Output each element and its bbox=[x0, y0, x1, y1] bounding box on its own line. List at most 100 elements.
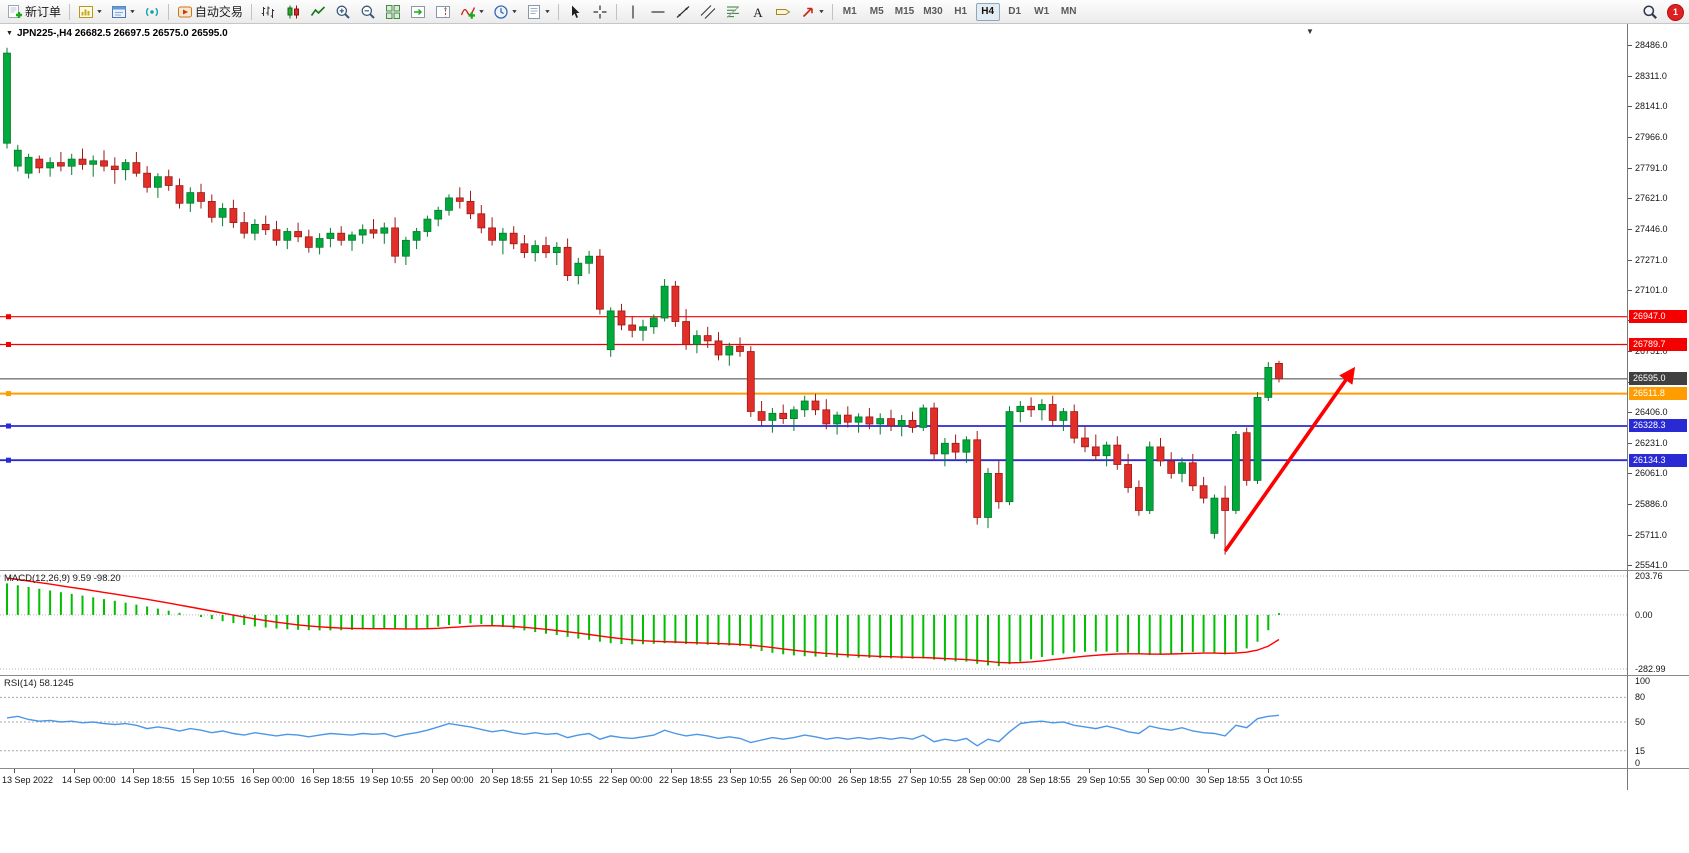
arrows-button[interactable]: ▼ bbox=[796, 2, 828, 22]
time-tick-mark bbox=[1268, 769, 1269, 773]
timeframe-h4-button[interactable]: H4 bbox=[975, 2, 1000, 21]
time-axis-label: 30 Sep 00:00 bbox=[1136, 775, 1190, 785]
price-tick-mark bbox=[1628, 229, 1632, 230]
profiles-button[interactable]: ▼ bbox=[107, 2, 139, 22]
time-tick-mark bbox=[14, 769, 15, 773]
autotrading-button[interactable]: 自动交易 bbox=[173, 2, 247, 22]
search-icon bbox=[1642, 4, 1658, 20]
price-tick-label: 27966.0 bbox=[1635, 132, 1668, 142]
rsi-scale-label: 80 bbox=[1635, 692, 1646, 702]
panel-divider[interactable] bbox=[0, 570, 1689, 571]
periods-button[interactable]: ▼ bbox=[489, 2, 521, 22]
panel-divider[interactable] bbox=[0, 768, 1689, 769]
price-tick-label: 26061.0 bbox=[1635, 468, 1668, 478]
horizontal-line-button[interactable] bbox=[646, 2, 670, 22]
timeframe-m5-button[interactable]: M5 bbox=[865, 3, 889, 21]
trend-arrow[interactable] bbox=[1223, 366, 1356, 553]
time-axis-label: 14 Sep 00:00 bbox=[62, 775, 116, 785]
time-tick-mark bbox=[313, 769, 314, 773]
toolbar-separator bbox=[831, 3, 833, 20]
chart-area[interactable] bbox=[0, 24, 1627, 570]
vline-icon bbox=[625, 4, 641, 20]
zoom-in-icon bbox=[335, 4, 351, 20]
toolbar-separator bbox=[69, 3, 71, 20]
crosshair-button[interactable] bbox=[588, 2, 612, 22]
rsi-panel[interactable] bbox=[0, 675, 1627, 768]
one-click-expander-icon[interactable]: ▼ bbox=[6, 30, 13, 37]
macd-canvas[interactable] bbox=[0, 570, 1627, 675]
chart-line-button[interactable] bbox=[306, 2, 330, 22]
rsi-scale-label: 0 bbox=[1635, 758, 1641, 768]
periods-icon bbox=[493, 4, 509, 20]
time-tick-mark bbox=[730, 769, 731, 773]
toolbar-separator bbox=[250, 3, 252, 20]
timeframe-h1-button[interactable]: H1 bbox=[949, 3, 973, 21]
timeframe-m15-button[interactable]: M15 bbox=[892, 3, 917, 21]
auto-scroll-button[interactable] bbox=[406, 2, 430, 22]
rsi-scale-label: 50 bbox=[1635, 717, 1646, 727]
price-tick-label: 28311.0 bbox=[1635, 71, 1667, 81]
crosshair-icon bbox=[592, 4, 608, 20]
tile-windows-button[interactable] bbox=[381, 2, 405, 22]
equidistant-channel-button[interactable] bbox=[696, 2, 720, 22]
chart-shift-button[interactable] bbox=[431, 2, 455, 22]
chart-bars-button[interactable] bbox=[256, 2, 280, 22]
time-tick-mark bbox=[671, 769, 672, 773]
timeframe-mn-button[interactable]: MN bbox=[1057, 3, 1081, 21]
time-axis-label: 20 Sep 18:55 bbox=[480, 775, 534, 785]
arrows-icon bbox=[800, 4, 816, 20]
hline-icon bbox=[650, 4, 666, 20]
time-axis-label: 13 Sep 2022 bbox=[2, 775, 54, 785]
price-tick-mark bbox=[1628, 168, 1632, 169]
new-chart-button[interactable]: ▼ bbox=[74, 2, 106, 22]
time-axis-label: 3 Oct 10:55 bbox=[1256, 775, 1303, 785]
time-tick-mark bbox=[1208, 769, 1209, 773]
time-tick-mark bbox=[432, 769, 433, 773]
time-axis-label: 29 Sep 10:55 bbox=[1077, 775, 1131, 785]
rsi-canvas[interactable] bbox=[0, 675, 1627, 768]
macd-panel[interactable] bbox=[0, 570, 1627, 675]
price-tick-mark bbox=[1628, 76, 1632, 77]
price-scale[interactable]: 28486.0 28311.0 28141.0 27966.0 27791.0 27621… bbox=[1627, 24, 1689, 790]
price-tick-mark bbox=[1628, 45, 1632, 46]
rsi-scale-label: 100 bbox=[1635, 676, 1651, 686]
timeframe-w1-button[interactable]: W1 bbox=[1030, 3, 1054, 21]
time-tick-mark bbox=[74, 769, 75, 773]
time-axis[interactable]: 13 Sep 2022 14 Sep 00:00 14 Sep 18:55 15 Se… bbox=[0, 769, 1627, 790]
profiles-icon bbox=[111, 4, 127, 20]
notification-badge[interactable]: 1 bbox=[1667, 3, 1684, 21]
price-line-badge: 26947.0 bbox=[1629, 310, 1687, 323]
timeframe-m30-button[interactable]: M30 bbox=[920, 3, 945, 21]
indicators-button[interactable]: ▼ bbox=[456, 2, 488, 22]
vertical-line-button[interactable] bbox=[621, 2, 645, 22]
templates-icon bbox=[526, 4, 542, 20]
caret-down-icon: ▼ bbox=[510, 8, 519, 15]
time-tick-mark bbox=[969, 769, 970, 773]
chart-shift-marker-icon[interactable]: ▼ bbox=[1306, 27, 1314, 36]
price-tick-mark bbox=[1628, 443, 1632, 444]
search-button[interactable] bbox=[1638, 2, 1662, 22]
main-chart-canvas[interactable] bbox=[0, 24, 1627, 570]
text-button[interactable]: A bbox=[746, 2, 770, 22]
chartshift-icon bbox=[435, 4, 451, 20]
new-order-button[interactable]: 新订单 bbox=[3, 2, 65, 22]
time-tick-mark bbox=[372, 769, 373, 773]
timeframe-d1-button[interactable]: D1 bbox=[1003, 3, 1027, 21]
chart-candles-button[interactable] bbox=[281, 2, 305, 22]
cursor-button[interactable] bbox=[563, 2, 587, 22]
templates-button[interactable]: ▼ bbox=[522, 2, 554, 22]
fibonacci-button[interactable] bbox=[721, 2, 745, 22]
zoom-in-button[interactable] bbox=[331, 2, 355, 22]
panel-divider[interactable] bbox=[0, 675, 1689, 676]
trendline-button[interactable] bbox=[671, 2, 695, 22]
timeframe-m1-button[interactable]: M1 bbox=[838, 3, 862, 21]
time-tick-mark bbox=[551, 769, 552, 773]
alerts-button[interactable] bbox=[140, 2, 164, 22]
price-tick-label: 25886.0 bbox=[1635, 499, 1668, 509]
toolbar-right: 1 bbox=[1638, 2, 1684, 22]
price-tick-mark bbox=[1628, 198, 1632, 199]
price-tick-mark bbox=[1628, 290, 1632, 291]
text-label-button[interactable] bbox=[771, 2, 795, 22]
time-axis-label: 21 Sep 10:55 bbox=[539, 775, 593, 785]
zoom-out-button[interactable] bbox=[356, 2, 380, 22]
